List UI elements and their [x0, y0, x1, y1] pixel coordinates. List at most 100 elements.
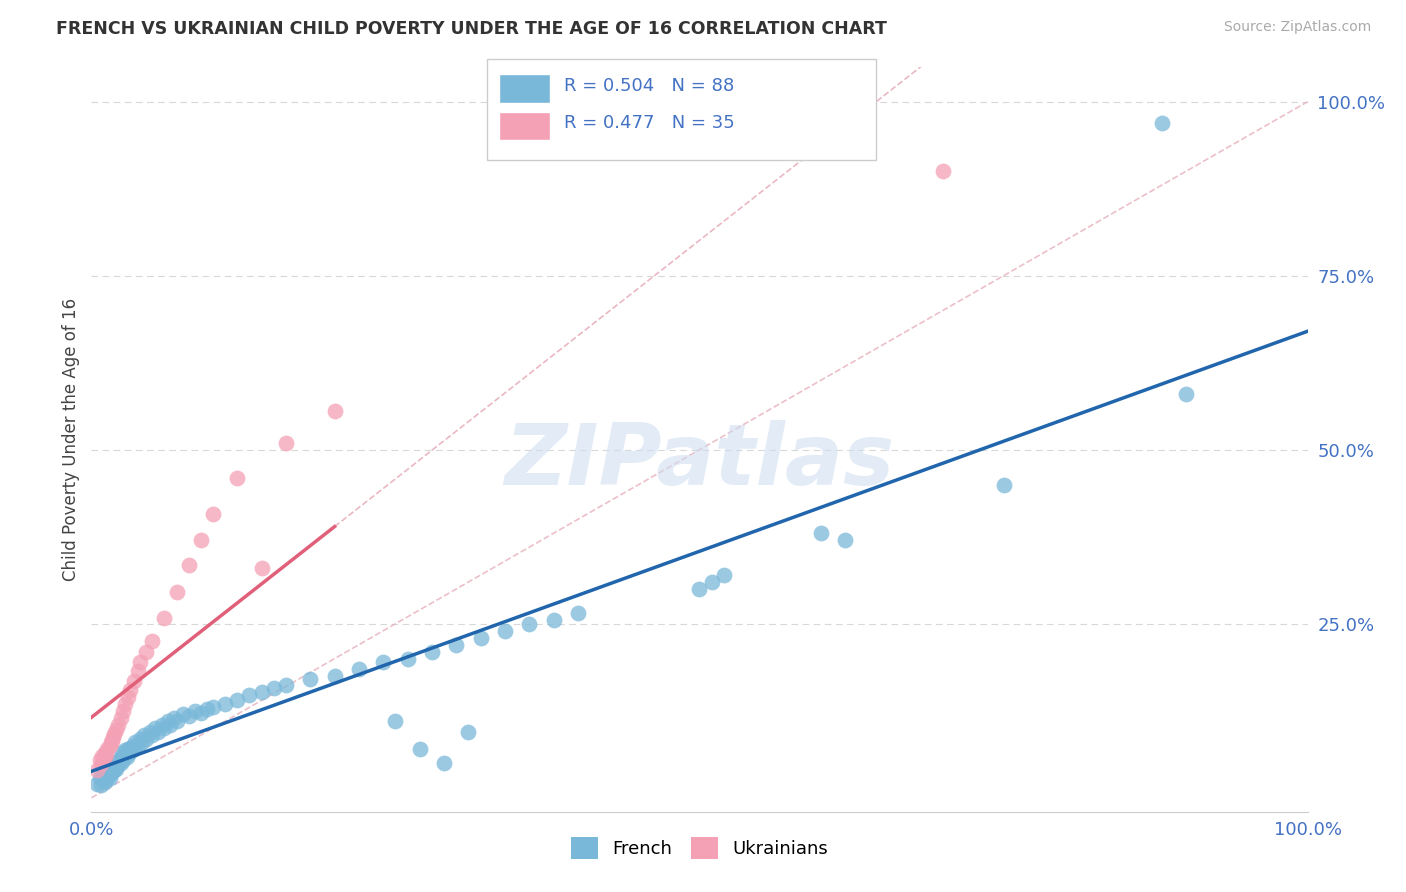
Point — [108, 752, 131, 766]
Point — [373, 655, 395, 669]
FancyBboxPatch shape — [499, 112, 550, 140]
Point — [457, 724, 479, 739]
Point — [110, 756, 132, 770]
Point — [104, 755, 127, 769]
Point — [238, 688, 260, 702]
Point — [107, 757, 129, 772]
Point — [114, 697, 136, 711]
Point — [433, 756, 456, 770]
Point — [86, 763, 108, 777]
Point — [347, 662, 370, 676]
Point — [101, 762, 124, 776]
Point — [470, 631, 492, 645]
Point — [104, 723, 127, 737]
Point — [384, 714, 406, 729]
Point — [409, 742, 432, 756]
Point — [89, 772, 111, 786]
Point — [141, 728, 163, 742]
Point — [115, 750, 138, 764]
Point — [274, 435, 297, 450]
Point — [94, 770, 117, 784]
Point — [135, 645, 157, 659]
Point — [1175, 387, 1198, 401]
Point — [89, 752, 111, 766]
Point — [226, 693, 249, 707]
Point — [688, 582, 710, 596]
Text: R = 0.504   N = 88: R = 0.504 N = 88 — [564, 77, 735, 95]
Point — [93, 773, 115, 788]
Point — [444, 638, 467, 652]
Point — [97, 768, 120, 782]
Point — [131, 735, 153, 749]
Point — [177, 708, 200, 723]
Point — [139, 724, 162, 739]
Point — [420, 645, 443, 659]
Point — [274, 678, 297, 692]
Point — [150, 717, 173, 731]
Point — [107, 717, 129, 731]
Point — [834, 533, 856, 548]
Point — [810, 526, 832, 541]
Point — [127, 664, 149, 678]
Point — [93, 766, 115, 780]
Point — [96, 742, 118, 756]
Point — [98, 763, 121, 777]
Point — [117, 690, 139, 704]
Point — [135, 731, 157, 746]
Point — [396, 651, 419, 665]
Point — [700, 574, 723, 589]
Legend: French, Ukrainians: French, Ukrainians — [564, 830, 835, 866]
Point — [299, 673, 322, 687]
Point — [112, 747, 135, 762]
FancyBboxPatch shape — [499, 74, 550, 103]
Point — [98, 739, 121, 753]
Point — [129, 655, 152, 669]
Point — [86, 777, 108, 791]
Point — [141, 634, 163, 648]
Point — [120, 740, 142, 755]
Point — [156, 714, 179, 729]
Point — [120, 682, 142, 697]
Point — [96, 764, 118, 779]
Point — [263, 681, 285, 695]
Point — [202, 507, 225, 521]
Point — [931, 164, 953, 178]
Point — [111, 704, 134, 718]
Point — [323, 669, 346, 683]
Point — [90, 778, 112, 792]
Point — [122, 673, 145, 688]
Point — [104, 762, 127, 776]
Y-axis label: Child Poverty Under the Age of 16: Child Poverty Under the Age of 16 — [62, 298, 80, 581]
Point — [250, 561, 273, 575]
Point — [517, 616, 540, 631]
Point — [111, 750, 134, 764]
Point — [323, 404, 346, 418]
Point — [163, 711, 186, 725]
Point — [166, 585, 188, 599]
Text: R = 0.477   N = 35: R = 0.477 N = 35 — [564, 114, 735, 132]
Point — [153, 721, 176, 735]
Point — [124, 735, 146, 749]
Point — [103, 764, 125, 779]
Point — [111, 746, 134, 760]
Point — [543, 613, 565, 627]
Point — [121, 739, 143, 753]
Point — [98, 772, 121, 786]
FancyBboxPatch shape — [486, 60, 876, 160]
Point — [122, 742, 145, 756]
Point — [993, 477, 1015, 491]
Point — [190, 706, 212, 720]
Text: ZIPatlas: ZIPatlas — [505, 420, 894, 503]
Point — [91, 749, 114, 764]
Point — [118, 746, 141, 760]
Point — [100, 735, 122, 749]
Point — [153, 611, 176, 625]
Point — [226, 470, 249, 484]
Point — [494, 624, 516, 638]
Point — [90, 757, 112, 772]
Point — [111, 752, 134, 766]
Point — [567, 607, 589, 621]
Point — [96, 772, 118, 786]
Point — [94, 746, 117, 760]
Point — [114, 743, 136, 757]
